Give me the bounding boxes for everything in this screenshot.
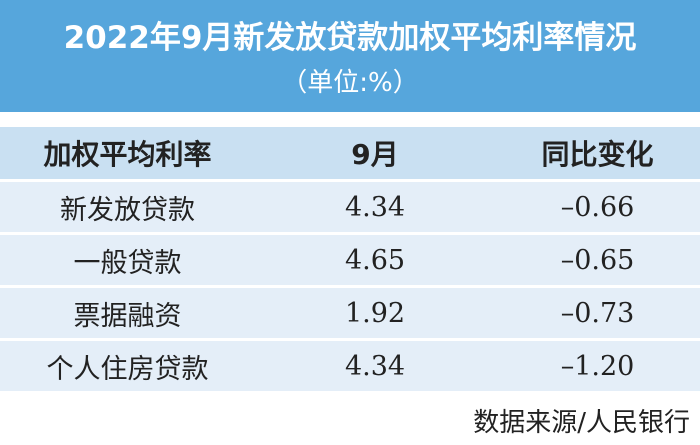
- table-cell: –1.20: [495, 341, 700, 391]
- table: 加权平均利率 9月 同比变化 新发放贷款 4.34 –0.66 一般贷款 4.65 –0.65…: [0, 124, 700, 394]
- table-cell: 新发放贷款: [0, 182, 255, 232]
- table-cell: 4.34: [255, 182, 495, 232]
- table-cell: 一般贷款: [0, 235, 255, 285]
- table-row: 一般贷款 4.65 –0.65: [0, 235, 700, 285]
- banner: 2022年9月新发放贷款加权平均利率情况 （单位:%）: [0, 0, 700, 112]
- table-cell: 票据融资: [0, 288, 255, 338]
- table-cell: 个人住房贷款: [0, 341, 255, 391]
- table-cell: 1.92: [255, 288, 495, 338]
- column-header: 9月: [255, 127, 495, 179]
- source: 数据来源/人民银行: [473, 408, 690, 438]
- title: 2022年9月新发放贷款加权平均利率情况: [63, 20, 637, 56]
- table-cell: 4.34: [255, 341, 495, 391]
- table-cell: 4.65: [255, 235, 495, 285]
- table-cell: –0.65: [495, 235, 700, 285]
- header-row: 加权平均利率 9月 同比变化: [0, 127, 700, 179]
- subtitle: （单位:%）: [281, 68, 419, 98]
- table-cell: –0.73: [495, 288, 700, 338]
- table-cell: –0.66: [495, 182, 700, 232]
- column-header: 加权平均利率: [0, 127, 255, 179]
- table-row: 个人住房贷款 4.34 –1.20: [0, 341, 700, 391]
- table-body: 新发放贷款 4.34 –0.66 一般贷款 4.65 –0.65 票据融资 1.92 –0.73…: [0, 182, 700, 391]
- column-header: 同比变化: [495, 127, 700, 179]
- table-row: 新发放贷款 4.34 –0.66: [0, 182, 700, 232]
- table-row: 票据融资 1.92 –0.73: [0, 288, 700, 338]
